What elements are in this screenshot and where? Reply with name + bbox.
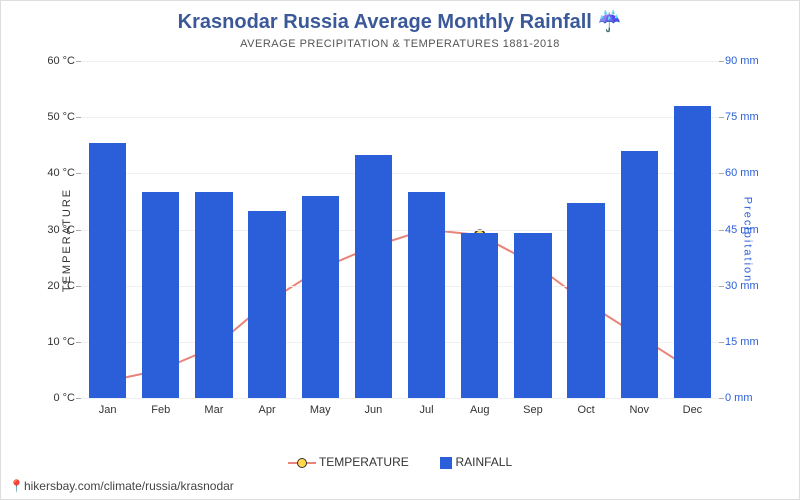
right-tick-label: 0 mm — [725, 392, 769, 404]
left-tick-label: 0 °C — [41, 392, 75, 404]
left-tick-label: 20 °C — [41, 280, 75, 292]
rainfall-bar — [302, 196, 339, 398]
legend-temperature: TEMPERATURE — [288, 455, 409, 469]
x-tick-label: Apr — [259, 404, 276, 416]
legend-rainfall: RAINFALL — [440, 455, 512, 469]
rainfall-bar — [674, 106, 711, 398]
x-tick-label: Jun — [365, 404, 383, 416]
right-tick-label: 75 mm — [725, 111, 769, 123]
x-tick-label: Jul — [420, 404, 434, 416]
x-tick-label: Dec — [683, 404, 703, 416]
legend-rainfall-label: RAINFALL — [455, 455, 512, 469]
legend-temperature-label: TEMPERATURE — [319, 455, 409, 469]
right-tick-label: 15 mm — [725, 336, 769, 348]
left-tick-label: 60 °C — [41, 55, 75, 67]
x-tick-label: Sep — [523, 404, 543, 416]
rainfall-bar — [514, 233, 551, 398]
rainfall-bar — [461, 233, 498, 398]
x-tick-label: Feb — [151, 404, 170, 416]
left-tick-label: 30 °C — [41, 224, 75, 236]
right-tick-label: 45 mm — [725, 224, 769, 236]
line-marker-icon — [288, 457, 316, 469]
rainfall-bar — [142, 192, 179, 398]
left-tick-label: 10 °C — [41, 336, 75, 348]
x-tick-label: Oct — [578, 404, 595, 416]
bar-marker-icon — [440, 457, 452, 469]
rainfall-bar — [248, 211, 285, 398]
left-tick-label: 40 °C — [41, 167, 75, 179]
right-tick-label: 30 mm — [725, 280, 769, 292]
x-tick-label: Mar — [204, 404, 223, 416]
left-tick-label: 50 °C — [41, 111, 75, 123]
footer-attribution: 📍hikersbay.com/climate/russia/krasnodar — [9, 479, 234, 493]
chart-title: Krasnodar Russia Average Monthly Rainfal… — [1, 9, 799, 34]
left-axis-title: TEMPERATURE — [61, 188, 73, 292]
plot-region: 0 °C0 mm10 °C15 mm20 °C30 mm30 °C45 mm40… — [81, 61, 719, 399]
chart-area: TEMPERATURE Precipitation 0 °C0 mm10 °C1… — [81, 61, 719, 419]
right-tick-label: 90 mm — [725, 55, 769, 67]
rainfall-bar — [355, 155, 392, 398]
right-tick-label: 60 mm — [725, 167, 769, 179]
footer-text: hikersbay.com/climate/russia/krasnodar — [24, 479, 234, 493]
rainfall-bar — [567, 203, 604, 398]
rainfall-bar — [408, 192, 445, 398]
rainfall-bar — [89, 143, 126, 398]
x-tick-label: Nov — [629, 404, 649, 416]
rainfall-bar — [195, 192, 232, 398]
x-tick-label: May — [310, 404, 331, 416]
pin-icon: 📍 — [9, 479, 24, 493]
legend: TEMPERATURE RAINFALL — [1, 455, 799, 469]
x-tick-label: Jan — [99, 404, 117, 416]
rainfall-bar — [621, 151, 658, 398]
x-tick-label: Aug — [470, 404, 490, 416]
right-axis-title: Precipitation — [742, 197, 754, 284]
chart-subtitle: AVERAGE PRECIPITATION & TEMPERATURES 188… — [1, 38, 799, 50]
